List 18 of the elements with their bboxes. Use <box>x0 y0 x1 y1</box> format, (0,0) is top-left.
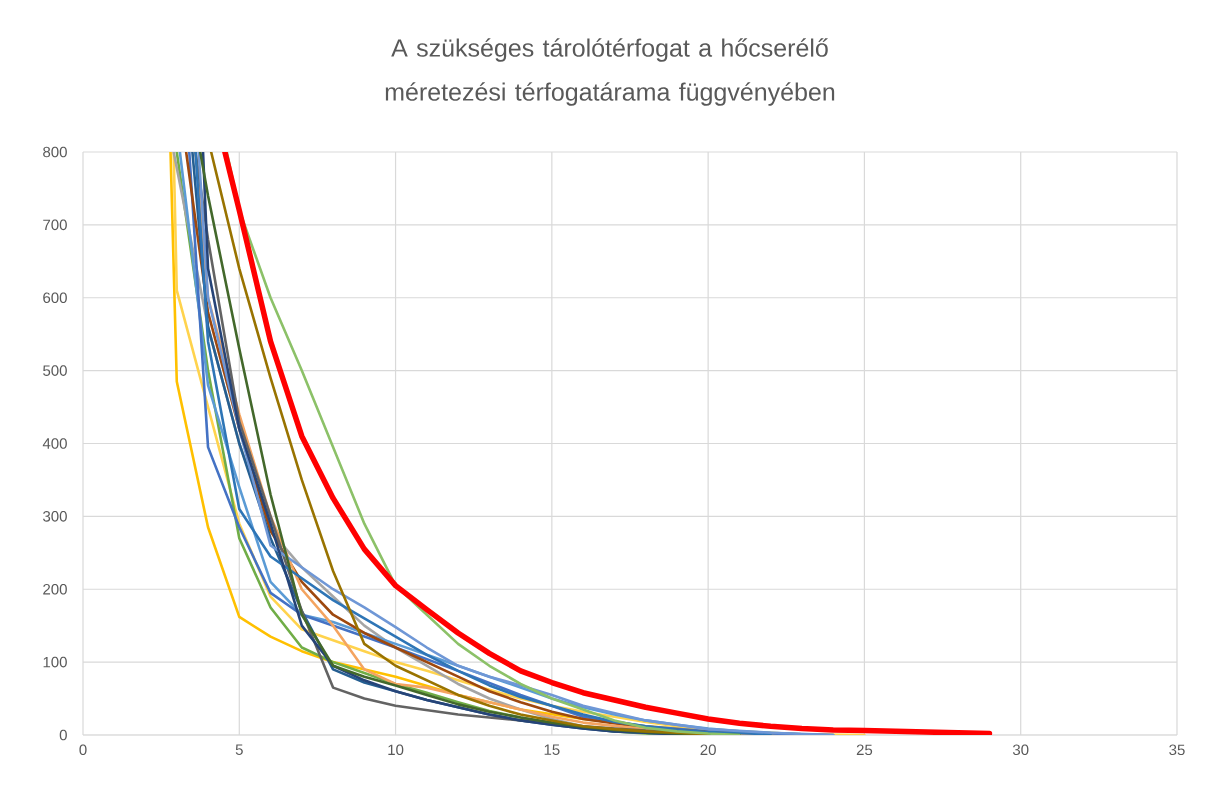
x-tick-label: 15 <box>544 744 560 755</box>
x-tick-label: 5 <box>235 744 243 755</box>
y-tick-label: 0 <box>59 729 67 741</box>
y-tick-label: 500 <box>43 365 67 376</box>
y-tick-label: 300 <box>43 511 67 522</box>
y-tick-label: 600 <box>43 292 67 304</box>
y-tick-label: 100 <box>43 656 67 668</box>
y-tick-label: 800 <box>43 146 67 158</box>
x-tick-label: 0 <box>79 744 87 756</box>
x-tick-label: 30 <box>1012 744 1029 756</box>
x-tick-label: 25 <box>856 744 873 756</box>
y-tick-label: 400 <box>42 438 67 449</box>
y-tick-label: 700 <box>43 219 67 231</box>
y-tick-label: 200 <box>43 583 67 595</box>
x-tick-label: 10 <box>388 744 404 756</box>
chart-title: A szükséges tárolótérfogat a hőcserélő méretezési térfogatárama függvényében <box>385 38 835 106</box>
x-tick-label: 35 <box>1169 744 1185 756</box>
x-tick-label: 20 <box>700 744 716 756</box>
